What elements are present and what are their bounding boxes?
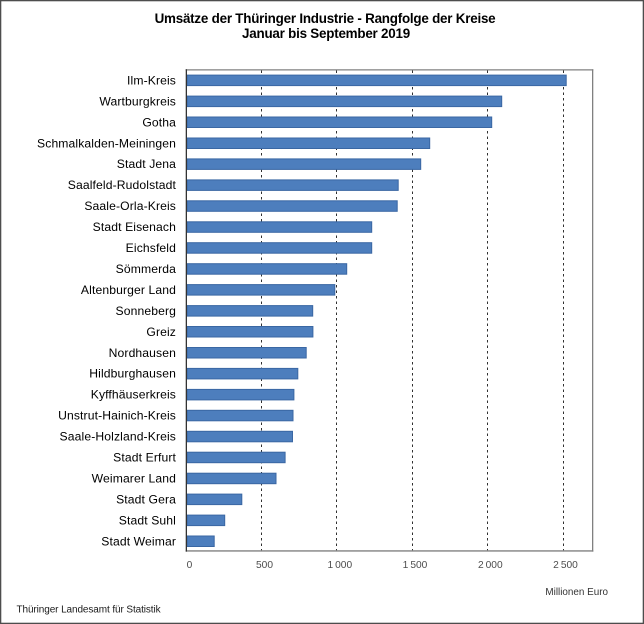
svg-text:Stadt Eisenach: Stadt Eisenach: [93, 220, 176, 234]
svg-text:Saale-Holzland-Kreis: Saale-Holzland-Kreis: [60, 430, 176, 444]
svg-text:2 000: 2 000: [478, 560, 503, 571]
svg-text:Umsätze der Thüringer Industri: Umsätze der Thüringer Industrie - Rangfo…: [155, 11, 496, 26]
svg-text:Gotha: Gotha: [142, 115, 176, 129]
svg-text:Stadt Gera: Stadt Gera: [116, 492, 176, 506]
svg-text:Sömmerda: Sömmerda: [116, 262, 176, 276]
svg-text:Kyffhäuserkreis: Kyffhäuserkreis: [91, 388, 176, 402]
svg-text:2 500: 2 500: [553, 560, 578, 571]
svg-text:1 500: 1 500: [403, 560, 428, 571]
svg-text:Stadt Suhl: Stadt Suhl: [119, 513, 176, 527]
svg-text:1 000: 1 000: [327, 560, 352, 571]
svg-text:Wartburgkreis: Wartburgkreis: [99, 94, 176, 108]
svg-text:Januar bis September 2019: Januar bis September 2019: [242, 26, 410, 41]
svg-text:Thüringer Landesamt für Statis: Thüringer Landesamt für Statistik: [17, 605, 162, 616]
svg-text:Altenburger Land: Altenburger Land: [81, 283, 176, 297]
svg-text:500: 500: [256, 560, 273, 571]
svg-text:Nordhausen: Nordhausen: [109, 346, 176, 360]
svg-text:Stadt Jena: Stadt Jena: [117, 157, 176, 171]
svg-text:0: 0: [187, 560, 193, 571]
svg-text:Unstrut-Hainich-Kreis: Unstrut-Hainich-Kreis: [58, 409, 176, 423]
svg-text:Greiz: Greiz: [146, 325, 176, 339]
svg-text:Weimarer Land: Weimarer Land: [92, 472, 176, 486]
svg-text:Sonneberg: Sonneberg: [116, 304, 177, 318]
svg-text:Millionen Euro: Millionen Euro: [545, 587, 608, 598]
svg-text:Ilm-Kreis: Ilm-Kreis: [127, 73, 176, 87]
svg-text:Hildburghausen: Hildburghausen: [89, 367, 176, 381]
svg-text:Stadt Weimar: Stadt Weimar: [101, 534, 176, 548]
svg-text:Saalfeld-Rudolstadt: Saalfeld-Rudolstadt: [68, 178, 177, 192]
svg-text:Eichsfeld: Eichsfeld: [126, 241, 176, 255]
svg-text:Stadt Erfurt: Stadt Erfurt: [113, 451, 176, 465]
svg-text:Saale-Orla-Kreis: Saale-Orla-Kreis: [84, 199, 176, 213]
svg-text:Schmalkalden-Meiningen: Schmalkalden-Meiningen: [37, 136, 176, 150]
